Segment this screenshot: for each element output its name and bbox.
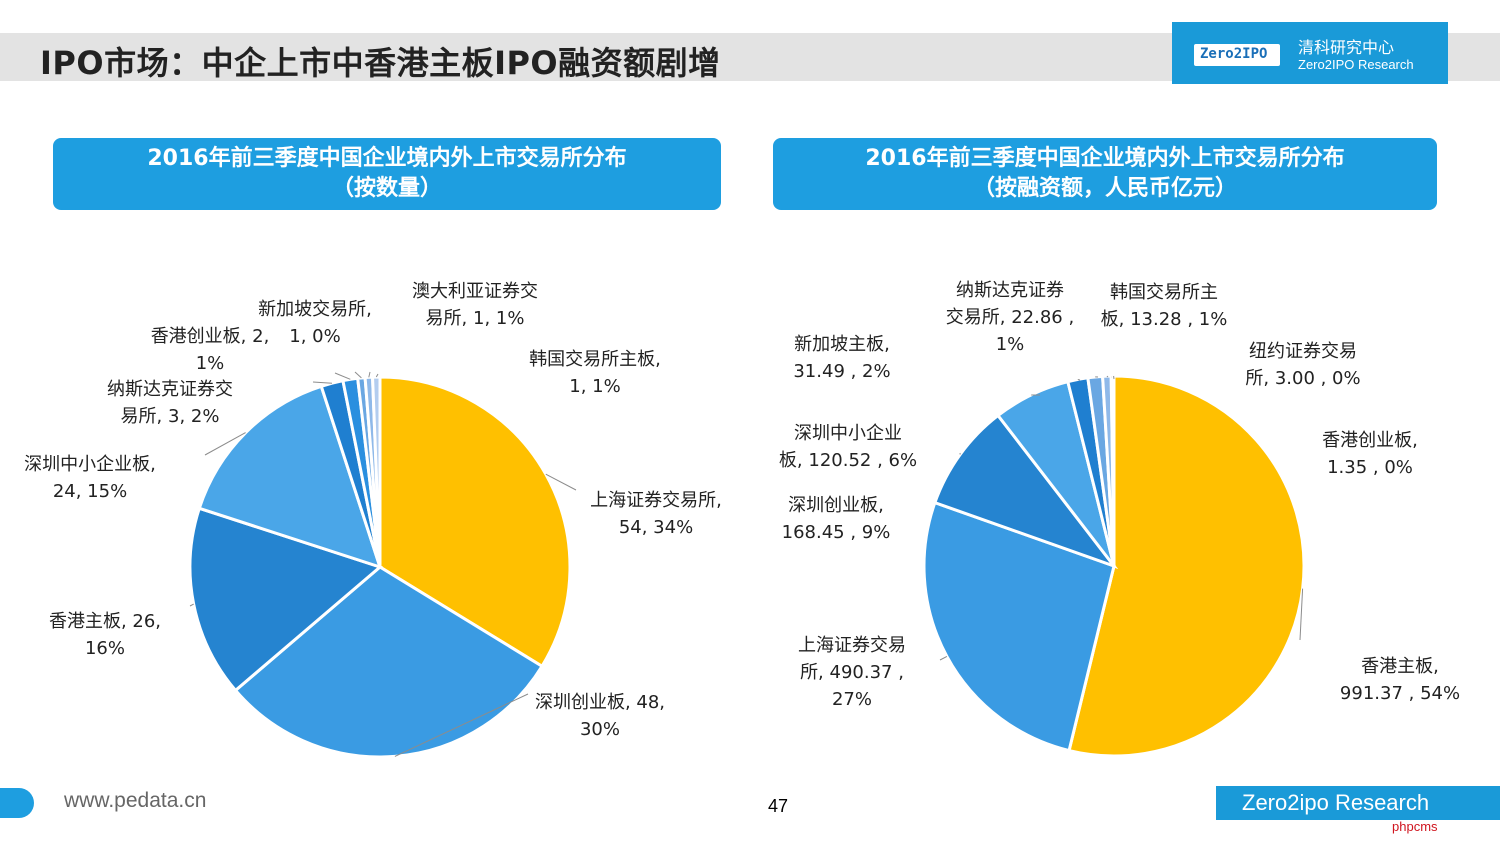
pie1-label-5: 纳斯达克证券交易所, 22.86 , 1% [946,280,1074,355]
logo-en-text: Zero2IPO Research [1298,57,1414,72]
pie0-leader-8 [375,373,379,378]
pie0-label-7: 澳大利亚证券交易所, 1, 1% [412,281,538,329]
pie1-label-0: 香港主板, 991.37 , 54% [1340,656,1460,704]
footer-brand: Zero2ipo Research [1216,786,1500,820]
pie0-leader-3 [204,432,246,456]
pie1-leader-6 [1106,375,1109,378]
pie0-label-4: 纳斯达克证券交易所, 3, 2% [107,379,233,427]
right-chart-header: 2016年前三季度中国企业境内外上市交易所分布 （按融资额，人民币亿元） [773,138,1437,210]
pie0-label-6: 新加坡交易所, 1, 0% [258,299,372,347]
watermark: phpcms [1392,819,1438,834]
pie0-label-2: 香港主板, 26, 16% [49,611,161,659]
logo-badge: Zero2IPO [1194,44,1280,66]
pie1-label-3: 深圳中小企业板, 120.52 , 6% [779,423,917,471]
pie1-label-1: 上海证券交易所, 490.37 , 27% [798,635,906,710]
pie0-slice-0 [378,375,572,669]
pie0-leader-5 [334,372,351,380]
pie0-leader-7 [368,371,371,378]
pie0-label-0: 上海证券交易所, 54, 34% [590,490,722,538]
right-chart-title: 2016年前三季度中国企业境内外上市交易所分布 [865,146,1345,171]
pie0-leader-1 [394,693,529,757]
pie0-slice-8 [370,375,382,568]
pie1-label-7: 纽约证券交易所, 3.00 , 0% [1245,341,1360,389]
left-chart-title: 2016年前三季度中国企业境内外上市交易所分布 [147,146,627,171]
pie1-label-2: 深圳创业板, 168.45 , 9% [782,495,891,543]
pie1-leader-0 [1299,588,1304,641]
left-chart-subtitle: （按数量） [331,176,442,201]
pie0-label-8: 韩国交易所主板, 1, 1% [529,349,661,397]
pie0-leader-4 [312,381,333,384]
footer-tab [0,788,34,818]
pie1-label-4: 新加坡主板, 31.49 , 2% [793,334,890,382]
page-number: 47 [768,796,789,816]
pie1-leader-4 [1077,379,1081,381]
pie0-leader-0 [545,473,577,491]
pie1-label-8: 香港创业板, 1.35 , 0% [1322,430,1418,478]
pie0-label-5: 香港创业板, 2, 1% [151,326,270,374]
logo-cn-text: 清科研究中心 [1298,38,1395,57]
footer-url[interactable]: www.pedata.cn [64,789,207,812]
pie1-slice-8 [1111,374,1116,567]
pie0-leader-6 [354,371,362,379]
left-chart-header: 2016年前三季度中国企业境内外上市交易所分布 （按数量） [53,138,721,210]
pie1-leader-1 [939,655,948,661]
logo: Zero2IPO 清科研究中心 Zero2IPO Research [1172,22,1448,84]
logo-badge-text: Zero2IPO [1200,46,1268,62]
right-chart-subtitle: （按融资额，人民币亿元） [972,176,1237,201]
pie0-label-3: 深圳中小企业板, 24, 15% [24,454,156,502]
page-title: IPO市场：中企上市中香港主板IPO融资额剧增 [40,44,721,82]
pie1-label-6: 韩国交易所主板, 13.28 , 1% [1101,282,1228,330]
pie0-slice-2 [188,506,384,693]
pie0-leader-2 [189,603,194,607]
pie0-label-1: 深圳创业板, 48, 30% [535,692,665,740]
